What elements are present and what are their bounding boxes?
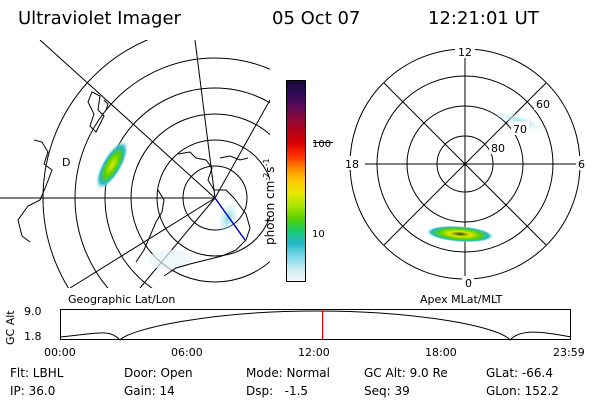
seq-status: Seq: 39 [364,384,410,398]
colorbar-unit-label: photon cm-2s-1 [262,158,277,245]
timeline-xtick: 18:00 [425,346,457,359]
timeline-xtick: 23:59 [553,346,585,359]
timeline-ytick-max: 9.0 [24,305,42,318]
lat-circle [42,40,149,288]
meridian-line [69,197,216,288]
mlat-label-80: 80 [491,142,505,155]
glon-status: GLon: 152.2 [486,384,559,398]
colorbar-tick-100: 100 [312,139,332,150]
glat-status: GLat: -66.4 [486,366,553,380]
meridian-line [194,40,216,199]
timeline-ytick-min: 1.8 [24,330,42,343]
mlt-label-0: 0 [465,277,472,290]
altitude-curve [60,310,572,341]
mlat-label-70: 70 [513,123,527,136]
date-label: 05 Oct 07 [272,8,361,29]
mlt-label-12: 12 [458,46,472,59]
dsp-status: Dsp: -1.5 [246,384,309,398]
mlt-label-6: 6 [578,158,585,171]
timeline-xtick: 12:00 [298,346,330,359]
gc-alt-status: GC Alt: 9.0 Re [364,366,448,380]
time-label: 12:21:01 UT [428,8,539,29]
polar-map: 12 18 6 0 60 70 80 [343,44,588,290]
map-marker-d: D [62,156,70,169]
meridian-line [39,40,216,199]
filter-status: Flt: LBHL [10,366,64,380]
colorbar [286,80,306,282]
timeline-frame [60,309,571,340]
timeline-xtick: 06:00 [171,346,203,359]
colorbar-tick-10: 10 [312,229,325,240]
coastline [17,91,251,277]
meridian-line [139,197,216,288]
aurora-oval [426,225,494,243]
geographic-map: D [0,40,270,288]
mode-status: Mode: Normal [246,366,330,380]
meridian-line [214,99,270,199]
timeline-axis-title: GC Alt [4,310,17,345]
timeline-plot [60,309,572,341]
mlt-line [383,82,547,246]
gain-status: Gain: 14 [124,384,175,398]
aurora-emission [95,140,129,190]
mlat-label-60: 60 [536,98,550,111]
aurora-emission-faint [148,250,192,270]
ip-status: IP: 36.0 [10,384,56,398]
geographic-map-label: Geographic Lat/Lon [68,293,176,306]
mlt-label-18: 18 [345,158,359,171]
door-status: Door: Open [124,366,193,380]
sun-direction-line [214,197,246,241]
timeline-xtick: 00:00 [44,346,76,359]
instrument-title: Ultraviolet Imager [18,8,181,29]
polar-map-label: Apex MLat/MLT [420,293,503,306]
